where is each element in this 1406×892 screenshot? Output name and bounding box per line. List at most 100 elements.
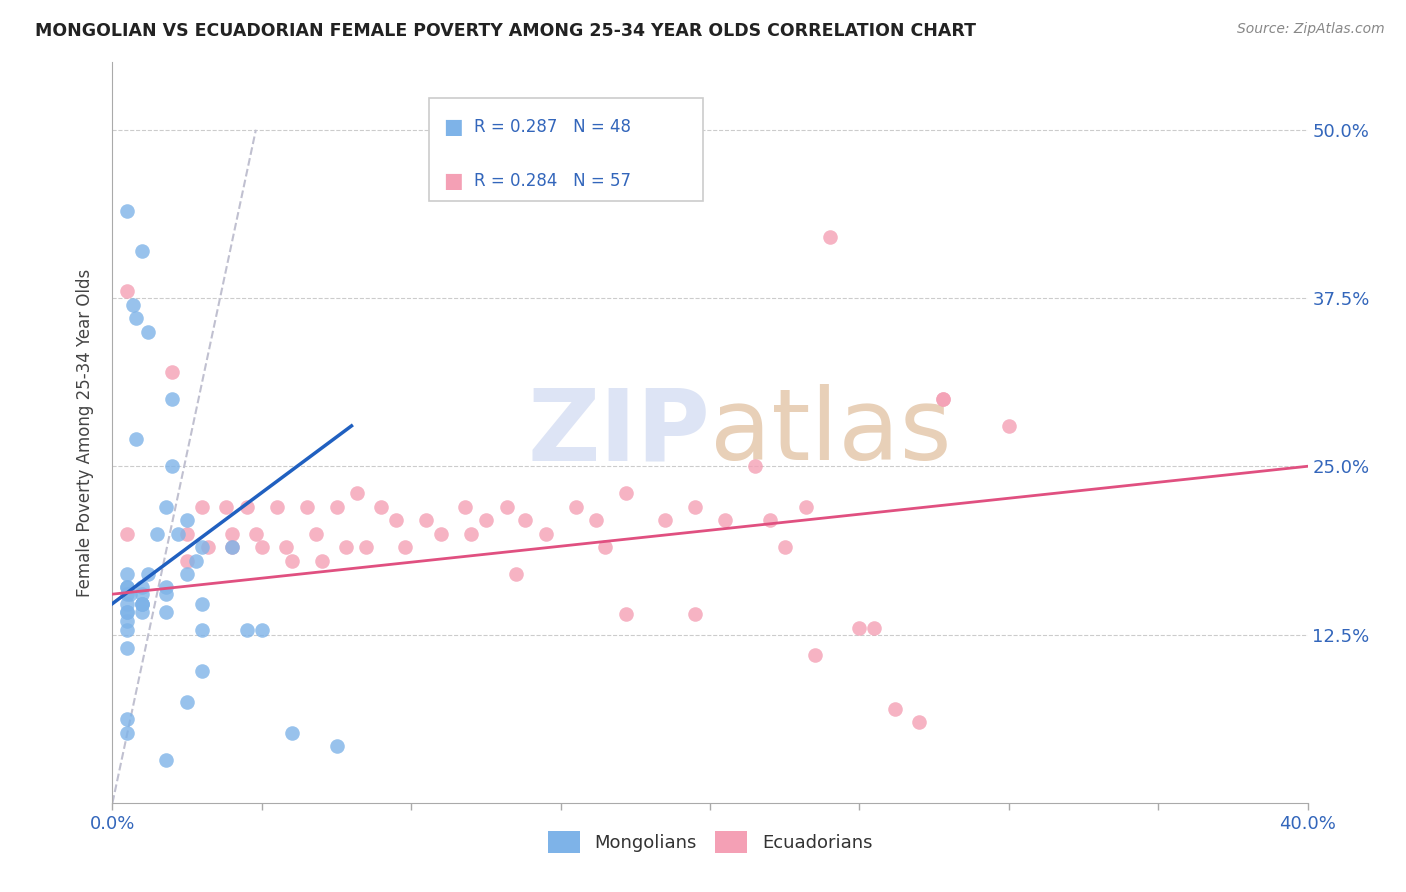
Y-axis label: Female Poverty Among 25-34 Year Olds: Female Poverty Among 25-34 Year Olds — [76, 268, 94, 597]
Point — [311, 553, 333, 567]
Point — [131, 581, 153, 595]
Point — [131, 605, 153, 619]
Point — [197, 540, 219, 554]
Point — [138, 325, 160, 339]
Point — [415, 513, 437, 527]
Point — [117, 203, 139, 218]
Point — [346, 486, 368, 500]
Point — [155, 605, 177, 619]
Point — [281, 726, 304, 740]
Point — [818, 230, 841, 244]
Point — [616, 486, 638, 500]
Point — [564, 500, 586, 514]
Point — [998, 418, 1021, 433]
Point — [335, 540, 357, 554]
Point — [117, 624, 139, 638]
Point — [908, 714, 931, 729]
Point — [250, 540, 273, 554]
Point — [534, 526, 557, 541]
Point — [131, 597, 153, 611]
Point — [191, 500, 214, 514]
Point — [250, 624, 273, 638]
Text: R = 0.287   N = 48: R = 0.287 N = 48 — [474, 118, 631, 136]
Point — [155, 581, 177, 595]
Text: Source: ZipAtlas.com: Source: ZipAtlas.com — [1237, 22, 1385, 37]
Point — [714, 513, 737, 527]
Point — [131, 244, 153, 258]
Point — [146, 526, 169, 541]
Point — [325, 500, 347, 514]
Legend: Mongolians, Ecuadorians: Mongolians, Ecuadorians — [540, 824, 880, 861]
Point — [884, 701, 907, 715]
Point — [460, 526, 482, 541]
Point — [683, 607, 706, 622]
Text: R = 0.284   N = 57: R = 0.284 N = 57 — [474, 172, 631, 190]
Point — [125, 311, 148, 326]
Point — [131, 597, 153, 611]
Point — [117, 726, 139, 740]
Point — [505, 566, 527, 581]
Point — [215, 500, 238, 514]
Point — [236, 500, 259, 514]
Point — [803, 648, 825, 662]
Point — [191, 540, 214, 554]
Point — [683, 500, 706, 514]
Point — [221, 540, 243, 554]
Point — [176, 513, 198, 527]
Point — [356, 540, 378, 554]
Point — [863, 621, 886, 635]
Text: ■: ■ — [443, 171, 463, 191]
Point — [125, 433, 148, 447]
Point — [616, 607, 638, 622]
Point — [117, 605, 139, 619]
Point — [221, 540, 243, 554]
Point — [117, 526, 139, 541]
Point — [454, 500, 477, 514]
Point — [117, 587, 139, 601]
Point — [236, 624, 259, 638]
Point — [773, 540, 796, 554]
Point — [117, 640, 139, 655]
Point — [162, 392, 183, 406]
Point — [120, 587, 142, 601]
Point — [186, 553, 208, 567]
Point — [274, 540, 297, 554]
Point — [117, 614, 139, 628]
Point — [475, 513, 498, 527]
Text: ZIP: ZIP — [527, 384, 710, 481]
Point — [932, 392, 955, 406]
Point — [385, 513, 408, 527]
Point — [191, 597, 214, 611]
Point — [191, 664, 214, 678]
Point — [370, 500, 392, 514]
Text: MONGOLIAN VS ECUADORIAN FEMALE POVERTY AMONG 25-34 YEAR OLDS CORRELATION CHART: MONGOLIAN VS ECUADORIAN FEMALE POVERTY A… — [35, 22, 976, 40]
Point — [117, 285, 139, 299]
Point — [122, 298, 145, 312]
Point — [155, 500, 177, 514]
Point — [117, 597, 139, 611]
Point — [305, 526, 328, 541]
Point — [932, 392, 955, 406]
Point — [167, 526, 190, 541]
Point — [117, 566, 139, 581]
Point — [117, 605, 139, 619]
Point — [176, 695, 198, 709]
Point — [221, 526, 243, 541]
Point — [295, 500, 318, 514]
Point — [131, 587, 153, 601]
Point — [325, 739, 347, 754]
Point — [394, 540, 416, 554]
Point — [245, 526, 267, 541]
Point — [759, 513, 782, 527]
Point — [131, 597, 153, 611]
Point — [654, 513, 676, 527]
Text: ■: ■ — [443, 117, 463, 136]
Point — [585, 513, 607, 527]
Point — [595, 540, 617, 554]
Point — [513, 513, 536, 527]
Point — [744, 459, 766, 474]
Point — [117, 581, 139, 595]
Point — [155, 587, 177, 601]
Point — [176, 566, 198, 581]
Point — [117, 712, 139, 726]
